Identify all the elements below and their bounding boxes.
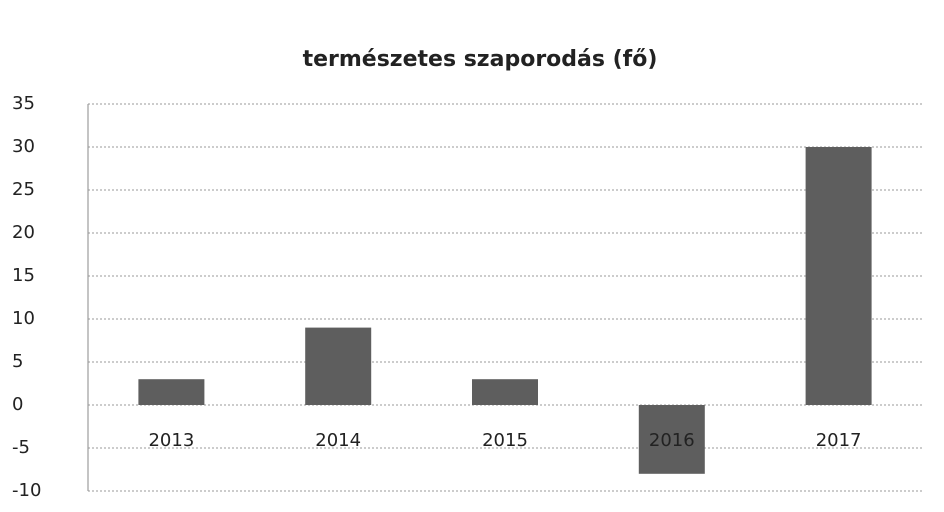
x-tick-label: 2017 xyxy=(816,430,862,451)
y-tick-label: -5 xyxy=(12,437,30,458)
x-tick-label: 2013 xyxy=(148,430,194,451)
bar xyxy=(138,379,205,405)
y-tick-label: 30 xyxy=(12,136,35,157)
bar xyxy=(305,327,372,405)
bar xyxy=(805,147,872,405)
x-tick-label: 2016 xyxy=(649,430,695,451)
y-tick-label: -10 xyxy=(12,480,41,501)
y-tick-label: 0 xyxy=(12,394,23,415)
y-tick-label: 35 xyxy=(12,93,35,114)
bar xyxy=(472,379,538,405)
y-tick-label: 15 xyxy=(12,265,35,286)
y-tick-label: 5 xyxy=(12,351,23,372)
y-tick-label: 20 xyxy=(12,222,35,243)
bar xyxy=(638,405,705,474)
y-tick-label: 10 xyxy=(12,308,35,329)
y-tick-label: 25 xyxy=(12,179,35,200)
chart-title: természetes szaporodás (fő) xyxy=(303,47,658,72)
x-tick-label: 2014 xyxy=(315,430,361,451)
x-tick-label: 2015 xyxy=(482,430,528,451)
